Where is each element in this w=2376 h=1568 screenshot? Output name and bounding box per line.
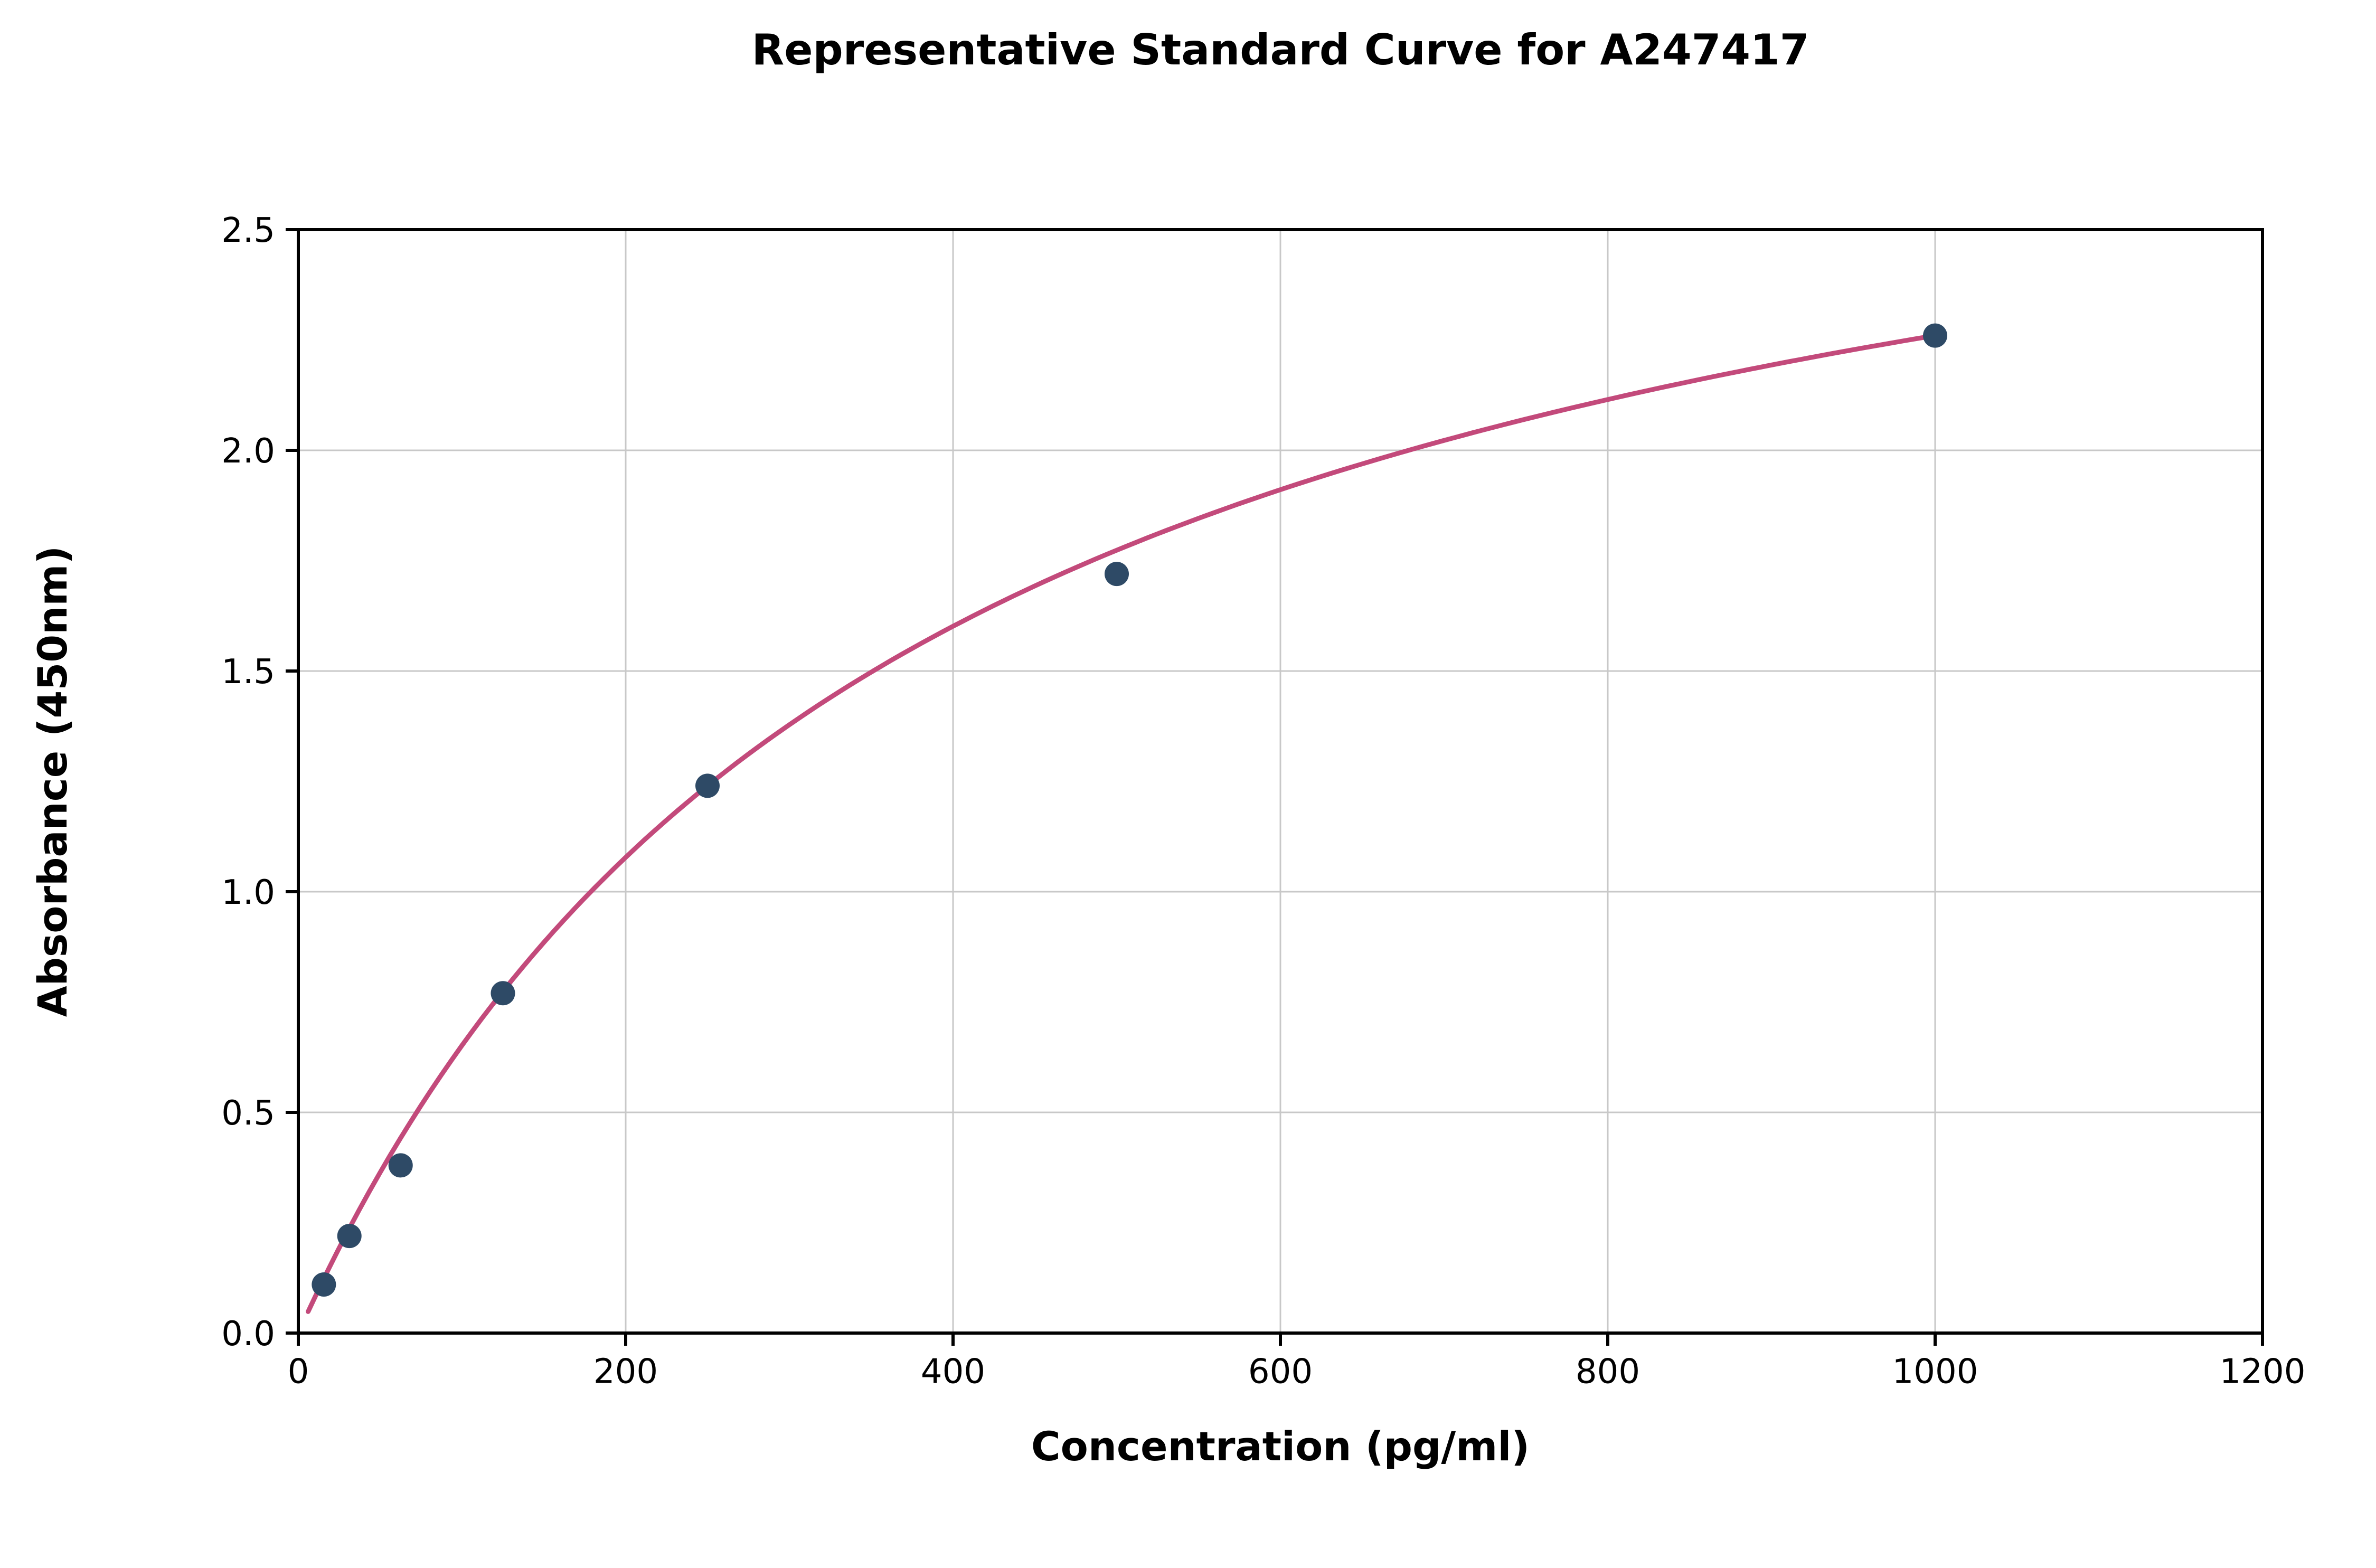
data-point (1923, 323, 1947, 348)
x-tick-label: 1200 (2220, 1352, 2306, 1391)
data-point (695, 773, 720, 798)
data-point (337, 1224, 362, 1249)
data-point (312, 1272, 336, 1297)
y-tick-label: 2.0 (221, 432, 275, 471)
x-tick-label: 400 (921, 1352, 985, 1391)
y-tick-label: 2.5 (221, 211, 275, 250)
fit-curve (306, 332, 1946, 1314)
x-tick-label: 600 (1248, 1352, 1313, 1391)
x-axis-label: Concentration (pg/ml) (1031, 1423, 1530, 1470)
data-point (491, 981, 515, 1006)
y-tick-label: 0.5 (221, 1094, 275, 1133)
x-tick-label: 800 (1576, 1352, 1640, 1391)
x-tick-label: 1000 (1892, 1352, 1978, 1391)
x-tick-label: 0 (288, 1352, 309, 1391)
x-tick-label: 200 (593, 1352, 658, 1391)
y-tick-label: 1.5 (221, 653, 275, 692)
y-tick-label: 0.0 (221, 1315, 275, 1354)
data-point (1105, 562, 1129, 587)
data-point (388, 1153, 413, 1178)
chart-title: Representative Standard Curve for A24741… (751, 25, 1809, 74)
y-tick-label: 1.0 (221, 873, 275, 912)
